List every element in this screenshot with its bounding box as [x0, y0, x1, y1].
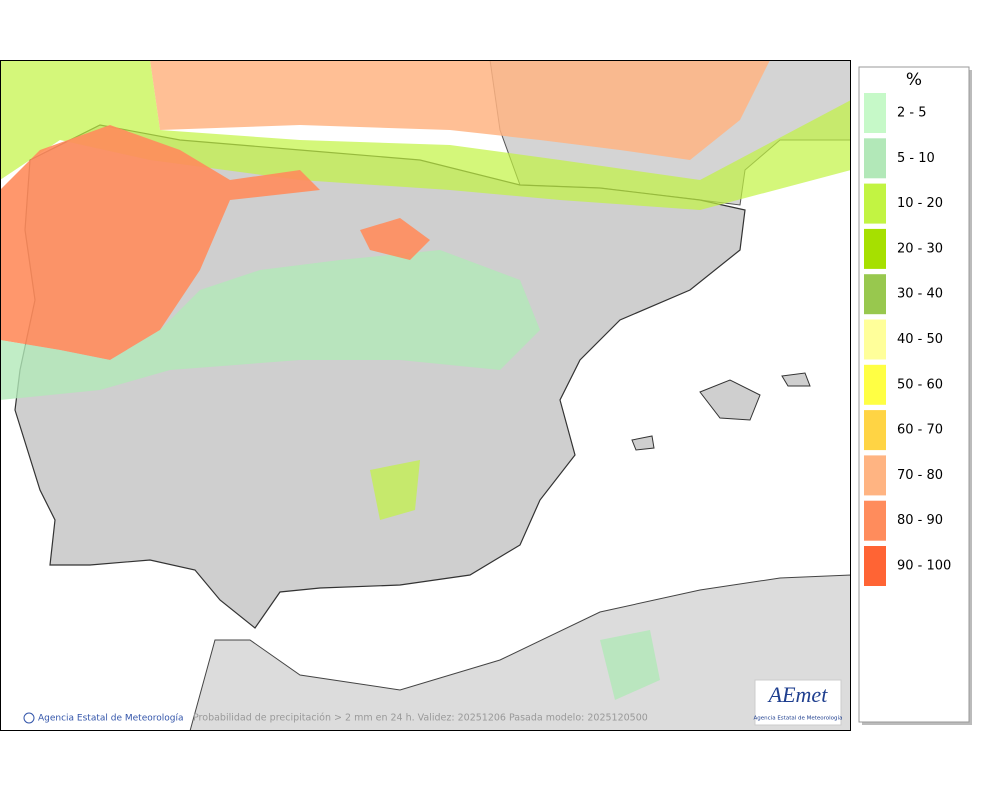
legend-swatch [864, 274, 886, 315]
legend-label: 2 - 5 [897, 106, 927, 121]
logo: AEmet [767, 682, 829, 707]
ibiza [631, 435, 655, 451]
precip-iberico [360, 218, 430, 260]
legend-label: 90 - 100 [897, 559, 951, 574]
caption: Probabilidad de precipitación > 2 mm en … [193, 713, 648, 724]
credit: Agencia Estatal de Meteorología [38, 714, 184, 724]
legend: 2 - 5 5 - 10 10 - 20 20 - 30 30 - 40 40 - 50 5… [864, 93, 951, 586]
legend-label: 10 - 20 [897, 196, 943, 211]
legend-title: % [906, 70, 922, 90]
legend-label: 20 - 30 [897, 241, 943, 256]
legend-swatch [864, 546, 886, 586]
copyright-icon [23, 712, 35, 724]
logo-box [754, 679, 842, 726]
precip-africa [600, 630, 660, 700]
logo-subtitle: Agencia Estatal de Meteorología [754, 715, 843, 722]
precip-south [370, 460, 420, 520]
legend-swatch [864, 500, 886, 541]
map [0, 60, 851, 731]
legend-swatch [864, 455, 886, 496]
legend-swatch [864, 364, 886, 405]
legend-swatch [864, 93, 886, 133]
legend-label: 80 - 90 [897, 513, 943, 528]
legend-label: 5 - 10 [897, 151, 935, 166]
legend-label: 50 - 60 [897, 377, 943, 392]
precip-north-sea [150, 60, 770, 160]
precip-band [0, 60, 851, 210]
legend-label: 40 - 50 [897, 332, 943, 347]
menorca [781, 372, 811, 387]
precip-center [0, 250, 540, 400]
legend-swatch [864, 410, 886, 451]
mallorca [699, 379, 761, 421]
legend-swatch [864, 183, 886, 224]
legend-swatch [864, 319, 886, 360]
africa [189, 574, 851, 731]
map-frame [0, 60, 851, 731]
legend-swatch [864, 228, 886, 269]
legend-label: 60 - 70 [897, 423, 943, 438]
precip-northwest [0, 125, 320, 360]
legend-label: 30 - 40 [897, 287, 943, 302]
legend-swatch [864, 138, 886, 179]
legend-label: 70 - 80 [897, 468, 943, 483]
